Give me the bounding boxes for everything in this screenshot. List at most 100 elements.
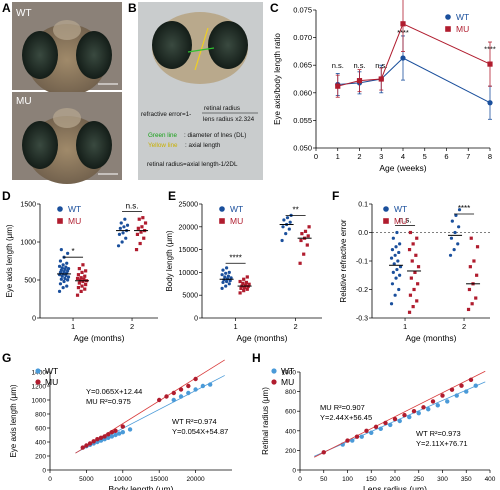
x-tick-label: 6 — [444, 152, 448, 161]
mu-point — [135, 232, 140, 236]
mu-point — [75, 293, 80, 297]
x-axis-label: Age (weeks) — [379, 163, 426, 173]
panel-b: B refractive error=1- retinal radius len… — [128, 1, 263, 180]
y-tick-label: 200 — [35, 454, 46, 461]
wt-point — [220, 273, 224, 277]
wt-point — [457, 225, 461, 229]
significance-label: n.s. — [126, 202, 139, 211]
wt-point — [391, 270, 395, 274]
mu-point — [383, 420, 388, 426]
fit-annotation: Y=2.11X+76.71 — [416, 439, 468, 448]
mu-point — [178, 387, 184, 392]
wt-point — [59, 248, 63, 252]
wt-point — [64, 265, 68, 269]
wt-point — [435, 403, 440, 408]
x-tick-label: 7 — [466, 152, 470, 161]
y-tick-label: 0.055 — [293, 116, 312, 125]
mu-point — [57, 218, 63, 224]
legend-label-wt: WT — [230, 204, 243, 214]
wt-point — [61, 263, 65, 267]
mu-point — [475, 245, 480, 249]
legend-label-wt: WT — [68, 204, 81, 214]
mu-point — [430, 399, 436, 404]
x-axis-label: Age (months) — [405, 333, 456, 343]
mu-point — [364, 428, 369, 433]
y-tick-label: 0.075 — [293, 6, 312, 15]
wt-point — [221, 280, 225, 285]
mu-point — [449, 387, 455, 392]
wt-point — [407, 414, 412, 420]
mu-point — [410, 259, 414, 263]
wt-point — [66, 278, 70, 282]
y-tick-label: 0.1 — [358, 202, 368, 209]
significance-label: n.s. — [353, 61, 365, 70]
mu-point — [80, 445, 85, 450]
y-axis-label: Eye axis length (μm) — [5, 224, 14, 297]
wt-point — [392, 262, 396, 266]
chart-h: 0 200 400 600 800 1000 0 50 100 150 200 250 300 350 40… — [261, 366, 496, 490]
fit-annotation: WT R²=0.974 — [172, 417, 217, 426]
y-tick-label: -0.3 — [356, 316, 368, 323]
x-tick-label: 250 — [413, 476, 424, 483]
wt-point — [487, 100, 493, 106]
wt-point — [127, 427, 133, 432]
wt-point — [57, 264, 62, 268]
wt-point — [282, 218, 286, 222]
x-tick-label: 0 — [298, 476, 302, 483]
mu-point — [407, 310, 412, 314]
y-tick-label: 10000 — [179, 270, 199, 277]
wt-point — [57, 289, 62, 293]
y-axis-label: Eye axis length (μm) — [9, 384, 18, 457]
chart-d: 0 500 1000 1500 Eye axis length (μm) 1 2 Age (m… — [5, 202, 158, 343]
x-tick-label: 100 — [342, 476, 353, 483]
mu-point — [415, 236, 419, 240]
mu-point — [468, 377, 474, 383]
significance-label: **** — [397, 28, 409, 37]
mu-point — [409, 276, 413, 280]
b-green-desc: : diameter of lnes (DL) — [184, 132, 246, 139]
wt-point — [445, 399, 450, 404]
y-tick-label: 0.050 — [293, 144, 312, 153]
mu-point — [459, 383, 464, 388]
wt-point — [224, 284, 228, 288]
wt-point — [109, 434, 115, 439]
x-axis-label: Age (months) — [236, 333, 287, 343]
y-tick-label: 0 — [42, 468, 46, 475]
mu-point — [392, 416, 398, 422]
panel-e-letter: E — [168, 189, 176, 203]
y-tick-label: 400 — [35, 440, 46, 447]
mu-point — [120, 424, 126, 429]
mu-point — [411, 409, 417, 414]
b-radius-eq: retinal radius=axial length-1/2DL — [147, 161, 238, 168]
x-tick-label: 200 — [390, 476, 401, 483]
mu-point — [76, 286, 81, 290]
wt-point — [426, 407, 431, 412]
mu-point — [141, 216, 145, 220]
mu-point — [305, 243, 309, 247]
mu-point — [299, 238, 303, 243]
wt-point — [171, 397, 176, 403]
wt-point — [464, 389, 469, 394]
mu-point — [303, 229, 308, 233]
b-formula-num: retinal radius — [204, 105, 240, 112]
legend-label-wt: WT — [456, 12, 469, 22]
y-tick-label: 1500 — [20, 202, 36, 209]
mu-point — [345, 438, 350, 443]
wt-point — [125, 223, 130, 227]
wt-point — [113, 432, 118, 438]
mu-point — [472, 259, 476, 263]
x-tick-label: 2 — [462, 322, 466, 331]
mu-point — [411, 242, 415, 246]
mu-point — [245, 275, 249, 279]
mu-point — [243, 283, 248, 287]
wt-point — [221, 268, 225, 272]
wt-point — [116, 244, 121, 248]
b-green-key: Green line — [148, 132, 178, 139]
wt-point — [397, 250, 401, 255]
y-tick-label: 25000 — [179, 202, 199, 209]
mu-point — [356, 78, 363, 84]
mu-point — [142, 236, 146, 240]
mu-point — [321, 450, 326, 455]
mu-point — [416, 265, 421, 269]
wt-point — [60, 266, 64, 270]
